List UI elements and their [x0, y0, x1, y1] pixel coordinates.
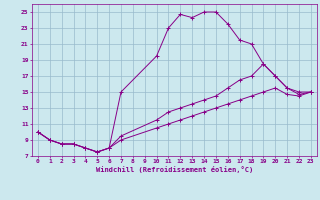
X-axis label: Windchill (Refroidissement éolien,°C): Windchill (Refroidissement éolien,°C): [96, 166, 253, 173]
